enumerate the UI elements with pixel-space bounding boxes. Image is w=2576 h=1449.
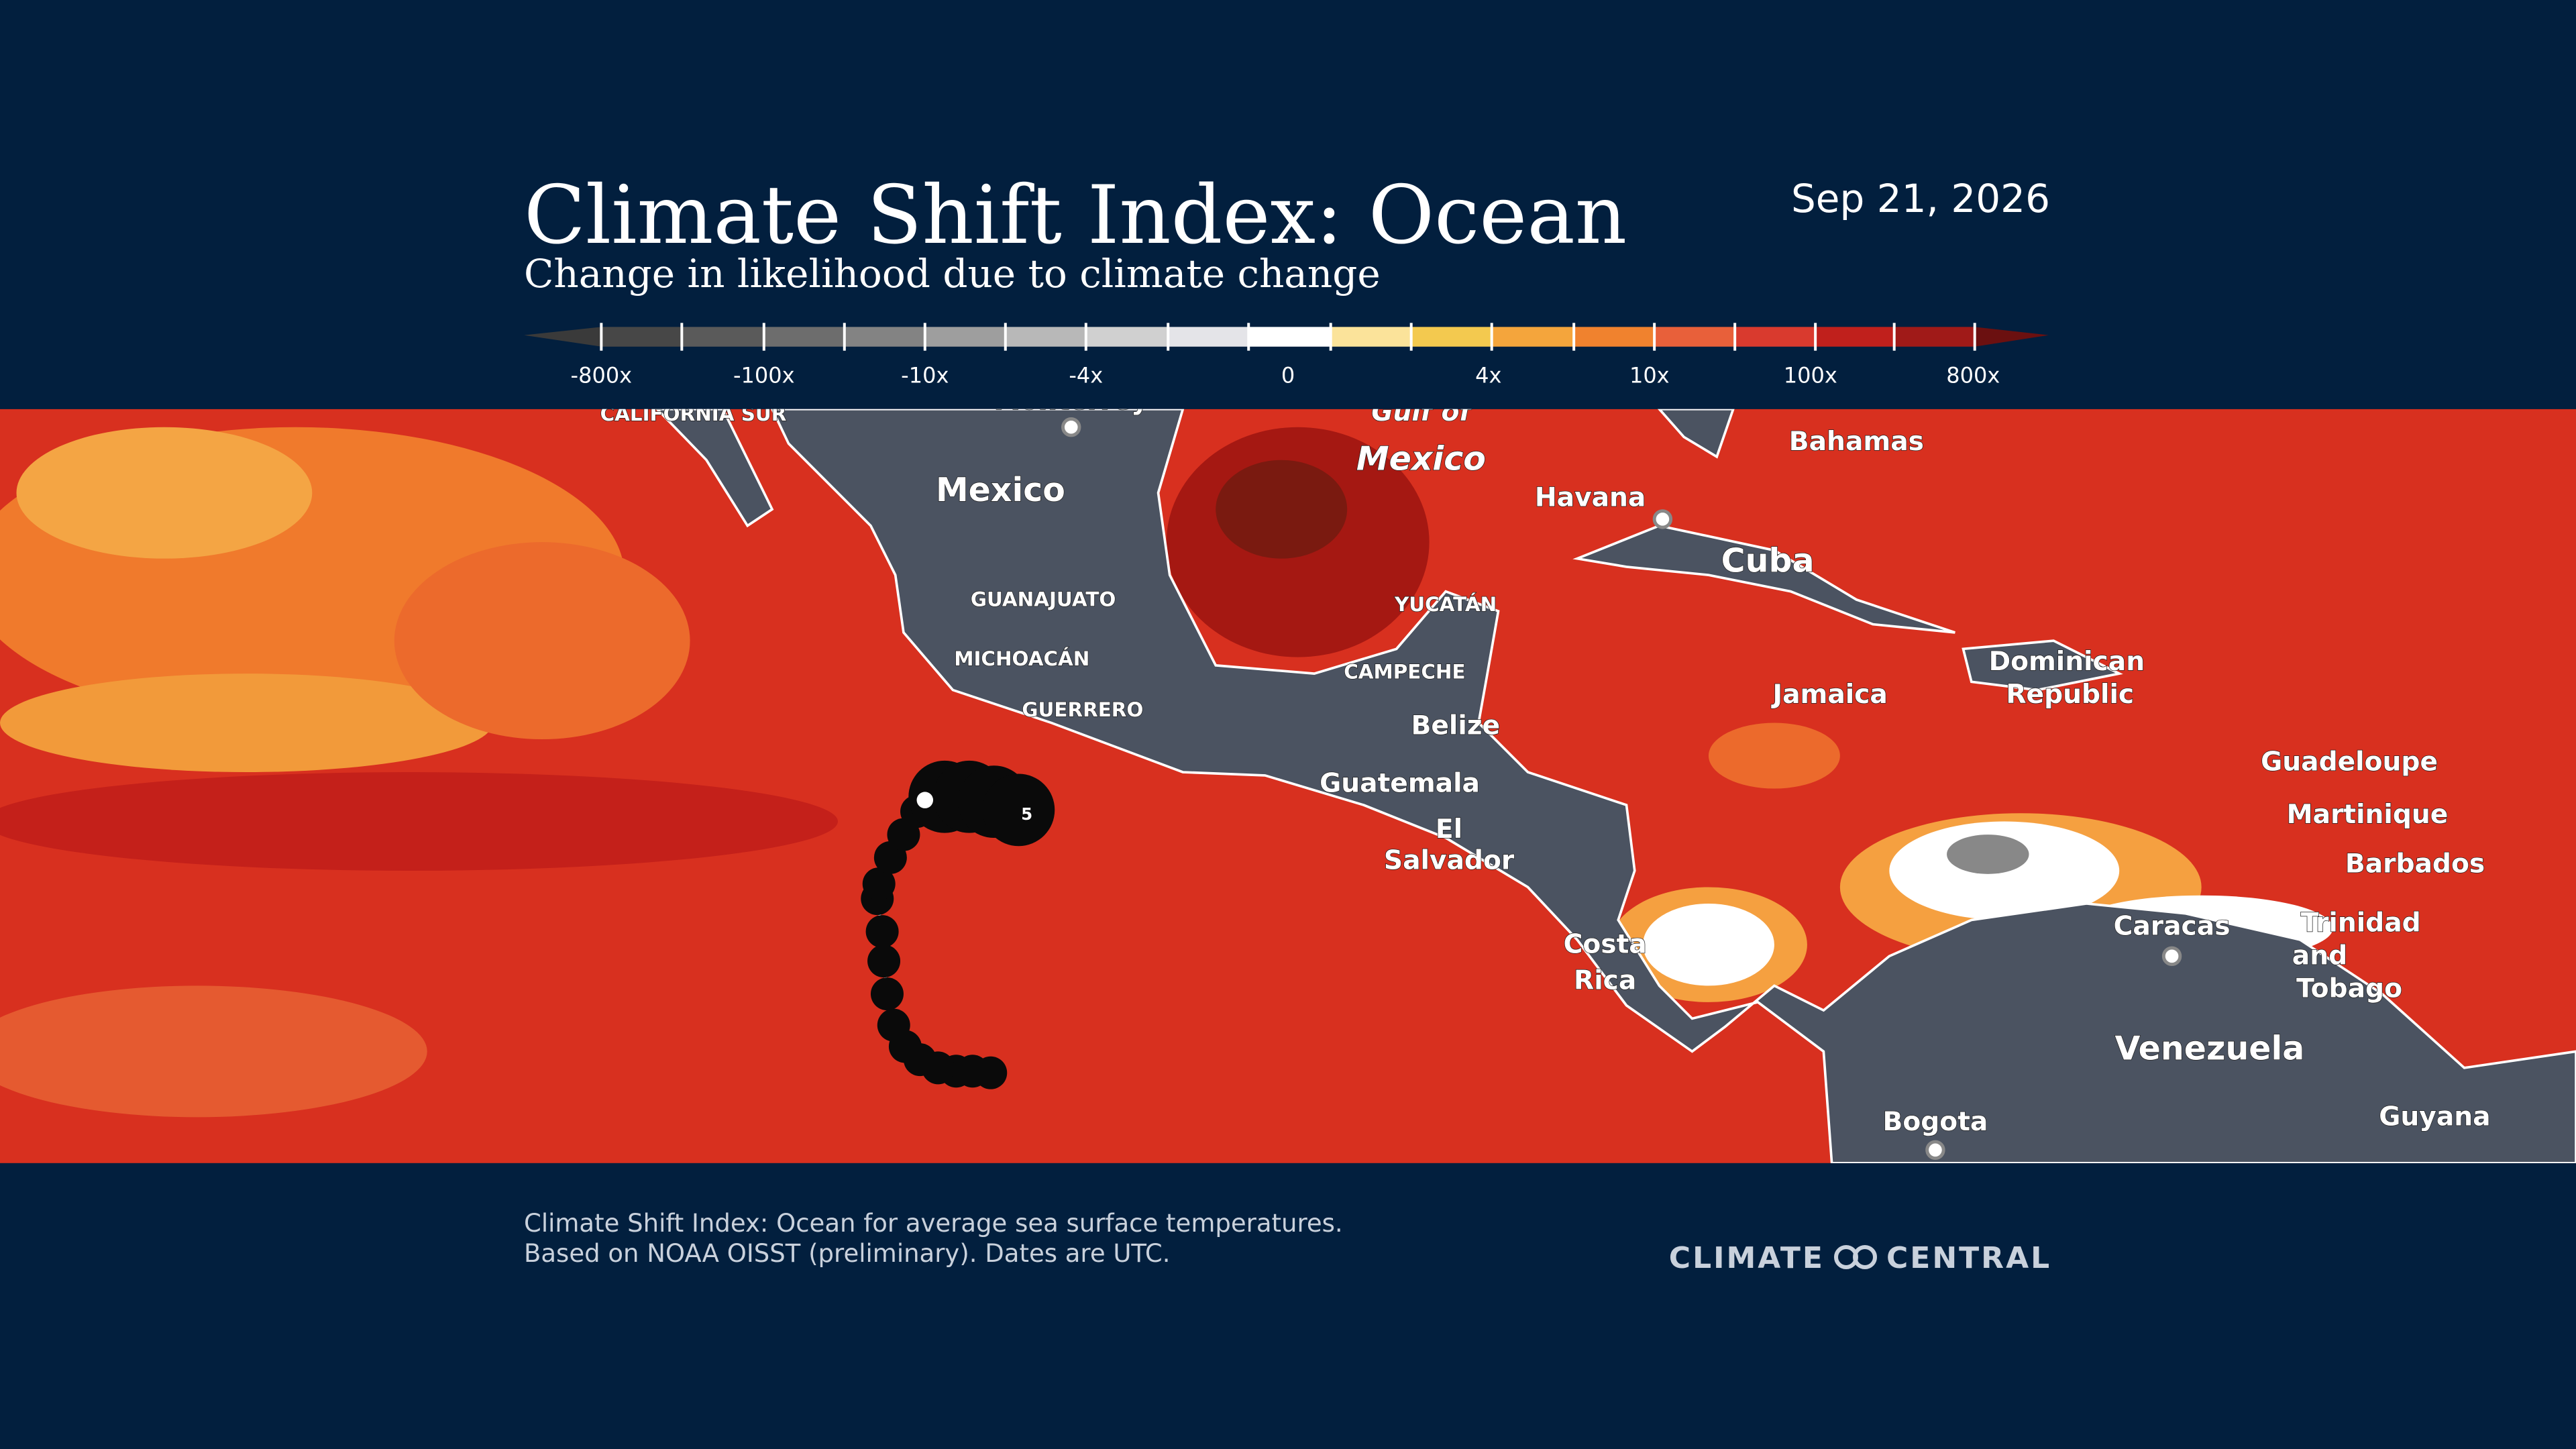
legend-label: -4x [1069,363,1103,388]
track-point [870,977,904,1011]
map-label: Jamaica [1771,680,1888,710]
map-label: Guatemala [1320,768,1480,798]
map-label: YUCATÁN [1394,592,1497,616]
map-label: GUANAJUATO [971,588,1116,611]
legend-swatch [1574,327,1655,347]
logo-text: CLIMATE [1669,1241,1825,1275]
legend-swatch [1735,327,1816,347]
logo: CLIMATE CENTRAL [1669,1241,2051,1275]
city-marker [1061,417,1081,437]
map-label: Dominican [1989,647,2145,677]
date: Sep 21, 2026 [1791,176,2050,221]
map-label: Tobago [2296,974,2402,1004]
legend-label: -100x [733,363,795,388]
map-label: CAMPECHE [1344,660,1465,683]
map-label: Bahamas [1789,427,1924,457]
map-label: Trinidad [2301,908,2421,938]
legend-label: 4x [1475,363,1501,388]
legend-label: -10x [901,363,949,388]
track-point [862,867,896,901]
city-marker [1652,509,1673,529]
legend-swatch [1085,327,1169,347]
legend-swatch [1894,327,1975,347]
legend-label: 800x [1946,363,2000,388]
storm-symbol [982,773,1055,847]
storm-track: 5 [861,760,1055,1089]
legend-swatch [1654,327,1735,347]
map-label: Mexico [936,471,1065,509]
track-point [877,1008,910,1042]
storm-center [916,792,934,808]
subtitle: Change in likelihood due to climate chan… [524,251,1381,297]
map-label: Guadeloupe [2261,747,2438,777]
land [655,409,2576,1163]
legend-swatch [1815,327,1894,347]
map-label: Guyana [2379,1102,2490,1132]
map-label: Rica [1574,965,1636,996]
map-label: CALIFORNIA SUR [600,402,787,425]
anomaly-fields [0,427,2333,1118]
legend: -800x -100x -10x -4x 0 4x 10x 100x 800x [524,323,2049,388]
logo-text: CENTRAL [1886,1241,2051,1275]
legend-label: -800x [571,363,633,388]
storm-category: 5 [1021,804,1032,824]
map-label: Caracas [2114,911,2231,941]
map: CALIFORNIA SUR Monterrey Mexico GUANAJUATO M… [0,386,2576,1163]
legend-swatch [1005,327,1086,347]
legend-swatch [1248,327,1331,347]
map-label: Barbados [2345,849,2485,879]
map-label: Republic [2006,680,2134,710]
legend-label: 100x [1784,363,1837,388]
legend-label: 10x [1629,363,1670,388]
map-label: Belize [1411,711,1500,741]
track-point [867,945,901,978]
city-marker [1925,1140,1945,1160]
map-label: and [2292,941,2347,971]
map-label: Salvador [1384,846,1515,876]
map-label: Costa [1564,929,1647,959]
legend-swatch [601,327,682,347]
legend-arrow [1974,327,2049,347]
legend-swatch [1491,327,1574,347]
map-label: MICHOACÁN [954,647,1089,670]
map-label: Mexico [1356,439,1486,478]
footnote: Climate Shift Index: Ocean for average s… [524,1209,1343,1238]
map-label: Venezuela [2114,1030,2304,1068]
map-label: Monterrey [994,386,1148,416]
title: Climate Shift Index: Ocean [524,169,1627,262]
legend-swatch [1330,327,1411,347]
legend-swatch [1411,327,1492,347]
map-label: GUERRERO [1022,698,1143,721]
map-label: Havana [1535,482,1646,513]
legend-swatch [924,327,1006,347]
legend-arrow [524,327,602,347]
map-label: Gulf of [1371,397,1474,427]
city-marker [2161,946,2182,967]
map-label: El [1436,814,1462,845]
legend-swatch [763,327,845,347]
map-label: Martinique [2287,800,2449,830]
legend-label: 0 [1281,363,1295,388]
map-label: Bogota [1882,1107,1988,1137]
track-point [865,915,899,949]
footnote: Based on NOAA OISST (preliminary). Dates… [524,1239,1170,1268]
legend-swatch [682,327,764,347]
logo-mark [1853,1245,1877,1269]
legend-swatch [1168,327,1249,347]
map-label: Cuba [1721,541,1815,580]
legend-swatch [844,327,925,347]
